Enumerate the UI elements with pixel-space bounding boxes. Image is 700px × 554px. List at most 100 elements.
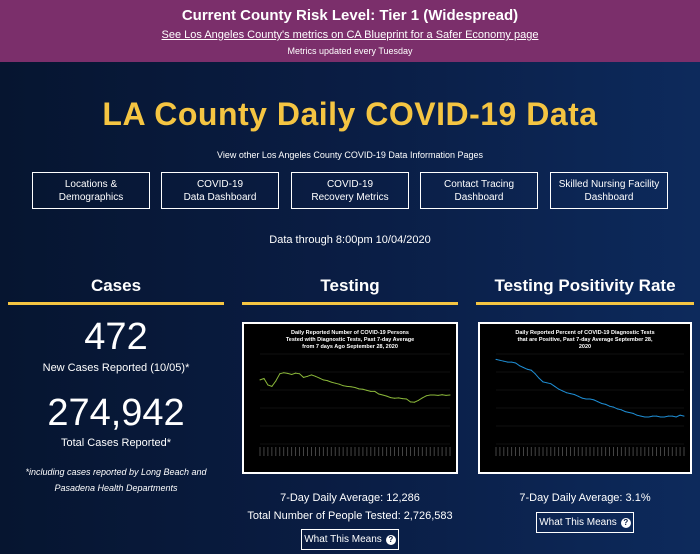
testing-chart-data-point — [326, 380, 328, 382]
positivity-chart-data-point — [566, 392, 567, 394]
nav-contact-tracing-button[interactable]: Contact Tracing Dashboard — [420, 172, 538, 209]
testing-chart[interactable]: Daily Reported Number of COVID-19 Person… — [242, 322, 458, 474]
nav-label-line1: Skilled Nursing Facility — [558, 178, 660, 190]
testing-chart-data-point — [310, 374, 312, 376]
testing-chart-data-point — [263, 377, 265, 379]
nav-skilled-nursing-button[interactable]: Skilled Nursing Facility Dashboard — [550, 172, 668, 209]
testing-chart-data-point — [386, 395, 388, 397]
positivity-chart-data-point — [569, 393, 571, 395]
testing-chart-data-point — [437, 394, 439, 396]
nav-label-line1: COVID-19 — [196, 178, 244, 190]
total-cases-count: 274,942 — [47, 392, 185, 434]
testing-chart-data-point — [421, 397, 423, 399]
positivity-chart-data-point — [601, 403, 603, 404]
positivity-chart-data-point — [585, 398, 587, 400]
cases-divider — [8, 302, 224, 305]
positivity-chart-data-point — [511, 361, 513, 363]
positivity-chart-data-point — [581, 397, 583, 399]
testing-chart-data-point — [449, 394, 451, 396]
nav-label-line2: Recovery Metrics — [311, 191, 389, 203]
positivity-chart-data-point — [663, 416, 665, 418]
positivity-chart-data-point — [660, 416, 661, 418]
positivity-average-text: 7-Day Daily Average: 3.1% — [519, 492, 651, 504]
new-cases-count: 472 — [84, 316, 148, 358]
positivity-chart-data-point — [613, 406, 614, 408]
positivity-chart-data-point — [558, 388, 560, 390]
testing-chart-data-point — [413, 401, 415, 403]
testing-chart-data-point — [358, 388, 360, 390]
positivity-chart-data-point — [620, 409, 622, 411]
nav-label-line2: Dashboard — [454, 191, 504, 203]
nav-recovery-metrics-button[interactable]: COVID-19 Recovery Metrics — [291, 172, 409, 209]
testing-chart-data-point — [259, 379, 261, 381]
positivity-chart-data-point — [671, 415, 673, 417]
positivity-chart[interactable]: Daily Reported Percent of COVID-19 Diagn… — [478, 322, 692, 474]
testing-chart-data-point — [354, 386, 356, 388]
positivity-chart-data-point — [667, 415, 669, 417]
testing-chart-data-point — [398, 397, 400, 399]
positivity-chart-title: Daily Reported Percent of COVID-19 Diagn… — [515, 330, 655, 350]
testing-chart-title: Daily Reported Number of COVID-19 Person… — [285, 330, 415, 350]
positivity-chart-data-point — [573, 394, 575, 395]
testing-chart-data-point — [362, 388, 364, 390]
testing-what-this-means-label: What This Means — [304, 534, 382, 545]
positivity-chart-data-point — [675, 416, 677, 418]
testing-what-this-means-button[interactable]: What This Means ? — [301, 529, 399, 550]
testing-chart-data-point — [322, 379, 324, 381]
data-through-text: Data through 8:00pm 10/04/2020 — [269, 234, 431, 246]
nav-locations-demographics-button[interactable]: Locations & Demographics — [32, 172, 150, 209]
positivity-chart-data-point — [628, 412, 630, 413]
positivity-chart-data-point — [652, 415, 654, 417]
testing-average-text: 7-Day Daily Average: 12,286 — [280, 492, 420, 504]
testing-chart-data-point — [338, 383, 340, 385]
positivity-chart-data-point — [495, 358, 497, 360]
testing-chart-data-point — [409, 401, 411, 403]
testing-chart-data-point — [295, 372, 297, 374]
testing-chart-data-point — [370, 390, 372, 392]
new-cases-label: New Cases Reported (10/05)* — [42, 362, 190, 374]
testing-chart-data-point — [405, 398, 407, 400]
positivity-chart-data-point — [519, 365, 520, 367]
question-icon: ? — [385, 534, 396, 545]
positivity-chart-data-point — [522, 367, 524, 368]
cases-footnote: *including cases reported by Long Beach … — [25, 467, 207, 493]
testing-total-text: Total Number of People Tested: 2,726,583 — [247, 510, 453, 522]
testing-chart-data-point — [402, 398, 403, 400]
testing-chart-data-point — [299, 373, 301, 375]
positivity-chart-data-point — [609, 405, 611, 407]
positivity-chart-data-point — [624, 411, 626, 413]
positivity-chart-data-point — [530, 369, 532, 371]
positivity-chart-data-point — [562, 390, 564, 392]
positivity-chart-data-point — [546, 382, 548, 384]
testing-chart-data-point — [417, 399, 419, 401]
positivity-chart-data-point — [554, 385, 556, 387]
positivity-chart-data-point — [640, 415, 642, 417]
testing-chart-data-point — [283, 372, 285, 374]
positivity-what-this-means-button[interactable]: What This Means ? — [536, 512, 634, 533]
testing-chart-data-point — [366, 389, 368, 391]
positivity-chart-data-point — [644, 416, 646, 418]
testing-chart-data-point — [342, 385, 344, 387]
positivity-chart-data-point — [507, 361, 509, 363]
positivity-chart-data-point — [679, 414, 681, 416]
positivity-chart-series-line — [495, 358, 685, 418]
testing-chart-data-point — [429, 394, 431, 396]
info-pages-subtitle: View other Los Angeles County COVID-19 D… — [217, 150, 483, 160]
positivity-heading: Testing Positivity Rate — [494, 276, 676, 295]
positivity-chart-data-point — [534, 373, 536, 375]
nav-data-dashboard-button[interactable]: COVID-19 Data Dashboard — [161, 172, 279, 209]
positivity-chart-data-point — [526, 368, 528, 370]
question-icon: ? — [620, 517, 631, 528]
ca-blueprint-link[interactable]: See Los Angeles County's metrics on CA B… — [161, 29, 539, 41]
testing-chart-data-point — [390, 397, 392, 399]
page-title: LA County Daily COVID-19 Data — [102, 96, 598, 132]
total-cases-label: Total Cases Reported* — [60, 437, 172, 449]
positivity-chart-data-point — [542, 381, 544, 383]
nav-label-line2: Data Dashboard — [183, 191, 257, 203]
risk-level-text: Current County Risk Level: Tier 1 (Wides… — [181, 7, 519, 24]
nav-label-line2: Dashboard — [584, 191, 634, 203]
testing-chart-data-point — [425, 395, 427, 397]
positivity-chart-data-point — [636, 414, 638, 416]
testing-chart-data-point — [314, 375, 316, 377]
cases-heading: Cases — [90, 276, 142, 295]
